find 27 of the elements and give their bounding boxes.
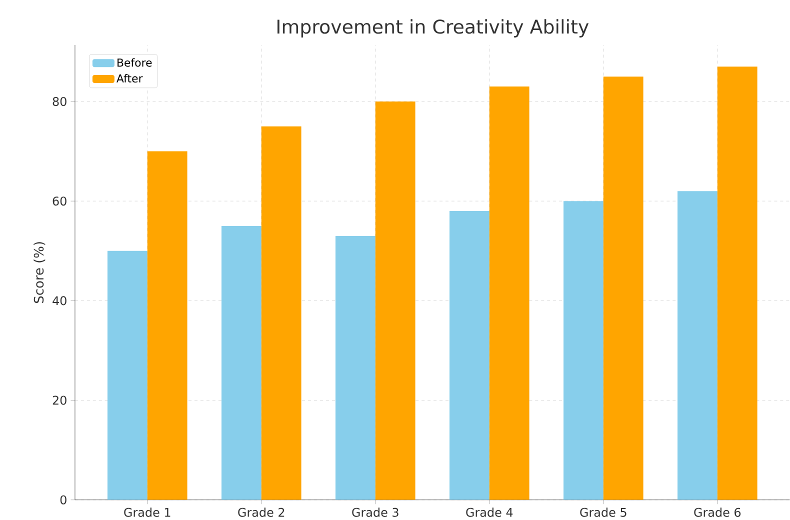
- bar: [107, 250, 148, 500]
- x-tick-label: Grade 1: [124, 508, 170, 517]
- x-tick-label: Grade 5: [580, 508, 626, 517]
- bar: [678, 191, 718, 500]
- x-tick-label: Grade 3: [352, 508, 398, 517]
- chart-title: Improvement in Creativity Ability: [277, 19, 589, 38]
- bar: [564, 200, 604, 500]
- x-tick-label: Grade 2: [238, 508, 284, 517]
- x-tick-label: Grade 4: [466, 508, 513, 517]
- bar: [717, 66, 758, 500]
- y-tick-label: 20: [52, 396, 66, 405]
- y-axis-title: Score (%): [34, 242, 46, 303]
- bar: [603, 76, 644, 500]
- bar: [261, 126, 302, 500]
- x-tick-label: Grade 6: [694, 508, 741, 517]
- y-tick-label: 40: [52, 296, 66, 306]
- bar: [489, 86, 530, 500]
- legend-label: Before: [118, 58, 152, 67]
- y-tick-label: 60: [52, 196, 66, 206]
- bar: [335, 236, 376, 500]
- legend-label: After: [116, 74, 143, 82]
- bar: [147, 151, 188, 500]
- bar: [449, 210, 490, 500]
- y-tick-label: 80: [52, 96, 66, 106]
- bar: [375, 101, 416, 500]
- y-tick-label: 0: [60, 495, 66, 504]
- bar: [221, 226, 262, 500]
